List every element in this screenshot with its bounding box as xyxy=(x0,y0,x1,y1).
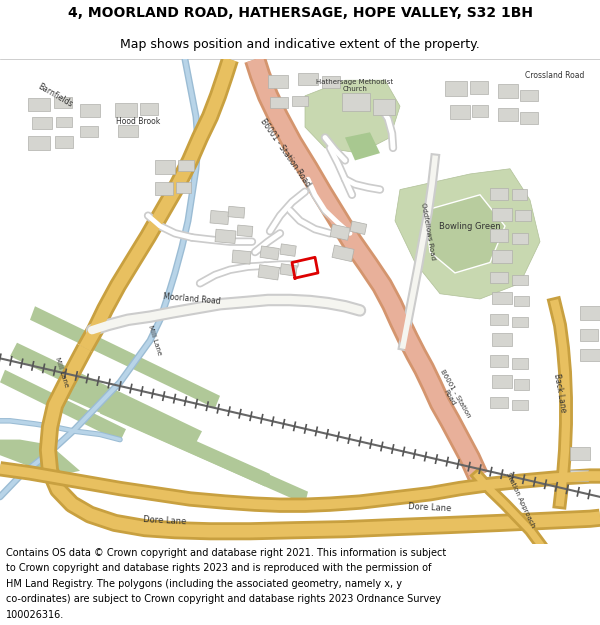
Text: Contains OS data © Crown copyright and database right 2021. This information is : Contains OS data © Crown copyright and d… xyxy=(6,548,446,558)
Bar xyxy=(280,244,296,256)
Text: B6001 - Station
Road: B6001 - Station Road xyxy=(433,369,471,423)
Bar xyxy=(28,98,50,111)
Text: 4, MOORLAND ROAD, HATHERSAGE, HOPE VALLEY, S32 1BH: 4, MOORLAND ROAD, HATHERSAGE, HOPE VALLE… xyxy=(67,6,533,20)
Polygon shape xyxy=(345,132,380,161)
Bar xyxy=(512,358,528,369)
Bar xyxy=(215,229,236,244)
Polygon shape xyxy=(0,439,80,476)
Bar xyxy=(237,225,253,237)
Bar xyxy=(520,89,538,101)
Polygon shape xyxy=(0,370,126,442)
Bar xyxy=(580,306,600,320)
Bar xyxy=(56,117,72,127)
Bar xyxy=(322,76,340,88)
Bar xyxy=(332,245,354,262)
Bar xyxy=(373,99,395,114)
Bar xyxy=(228,206,245,218)
Polygon shape xyxy=(10,342,202,445)
Bar xyxy=(490,397,508,408)
Bar xyxy=(80,104,100,117)
Bar xyxy=(232,250,251,264)
Text: Map shows position and indicative extent of the property.: Map shows position and indicative extent… xyxy=(120,38,480,51)
Bar xyxy=(140,103,158,114)
Bar xyxy=(350,221,367,234)
Bar xyxy=(570,447,590,461)
Bar xyxy=(470,81,488,94)
Bar xyxy=(342,92,370,111)
Bar xyxy=(492,292,512,304)
Bar xyxy=(514,379,529,389)
Bar xyxy=(450,105,470,119)
Text: to Crown copyright and database rights 2023 and is reproduced with the permissio: to Crown copyright and database rights 2… xyxy=(6,563,431,573)
Text: Mill Lane: Mill Lane xyxy=(148,325,163,356)
Bar xyxy=(210,211,229,224)
Polygon shape xyxy=(425,195,505,273)
Bar xyxy=(280,264,297,276)
Bar xyxy=(80,126,98,138)
Bar xyxy=(515,211,531,221)
Bar xyxy=(118,125,138,138)
Bar xyxy=(472,105,488,117)
Bar xyxy=(498,84,518,98)
Bar xyxy=(260,246,280,260)
Bar xyxy=(492,208,512,221)
Text: Dore Lane: Dore Lane xyxy=(143,515,187,526)
Bar xyxy=(492,375,512,388)
Polygon shape xyxy=(55,380,270,486)
Text: Moorland Road: Moorland Road xyxy=(163,292,221,306)
Bar xyxy=(490,229,508,242)
Text: 100026316.: 100026316. xyxy=(6,609,64,619)
Text: Barnfields: Barnfields xyxy=(36,82,74,109)
Bar xyxy=(176,182,191,192)
Text: B6001 - Station Road: B6001 - Station Road xyxy=(258,118,312,189)
Bar xyxy=(178,161,194,171)
Bar xyxy=(512,317,528,327)
Polygon shape xyxy=(395,169,540,299)
Polygon shape xyxy=(305,80,400,153)
Bar xyxy=(580,349,600,361)
Bar xyxy=(445,81,467,96)
Text: co-ordinates) are subject to Crown copyright and database rights 2023 Ordnance S: co-ordinates) are subject to Crown copyr… xyxy=(6,594,441,604)
Bar xyxy=(492,250,512,262)
Bar xyxy=(512,189,527,200)
Text: Mill Lane: Mill Lane xyxy=(55,356,70,388)
Bar xyxy=(268,75,288,88)
Bar xyxy=(490,272,508,283)
Text: Station Approach: Station Approach xyxy=(505,471,535,529)
Bar xyxy=(54,97,72,108)
Bar xyxy=(490,314,508,325)
Bar xyxy=(28,136,50,150)
Bar xyxy=(115,103,137,117)
Bar xyxy=(298,73,318,86)
Bar xyxy=(570,470,588,481)
Bar xyxy=(520,112,538,124)
Polygon shape xyxy=(30,306,220,408)
Bar xyxy=(155,161,175,174)
Text: Back Lane: Back Lane xyxy=(552,372,568,413)
Bar xyxy=(330,224,350,241)
Text: HM Land Registry. The polygons (including the associated geometry, namely x, y: HM Land Registry. The polygons (includin… xyxy=(6,579,402,589)
Text: Hathersage Methodist
Church: Hathersage Methodist Church xyxy=(316,79,394,92)
Bar xyxy=(512,275,528,286)
Text: Hood Brook: Hood Brook xyxy=(116,118,160,126)
Bar xyxy=(490,355,508,367)
Bar xyxy=(55,136,73,148)
Bar xyxy=(514,296,529,306)
Bar xyxy=(292,96,308,106)
Bar xyxy=(490,188,508,200)
Bar xyxy=(270,97,288,108)
Polygon shape xyxy=(100,401,308,504)
Bar xyxy=(492,333,512,346)
Text: Crossland Road: Crossland Road xyxy=(526,71,584,79)
Bar xyxy=(512,233,528,244)
Bar xyxy=(32,117,52,129)
Bar xyxy=(258,265,280,280)
Text: Oddfellows Road: Oddfellows Road xyxy=(420,202,436,261)
Text: Bowling Green: Bowling Green xyxy=(439,221,501,231)
Text: Dore Lane: Dore Lane xyxy=(408,502,452,513)
Bar xyxy=(512,400,528,411)
Bar xyxy=(498,108,518,121)
Bar xyxy=(580,329,598,341)
Bar xyxy=(155,182,173,195)
